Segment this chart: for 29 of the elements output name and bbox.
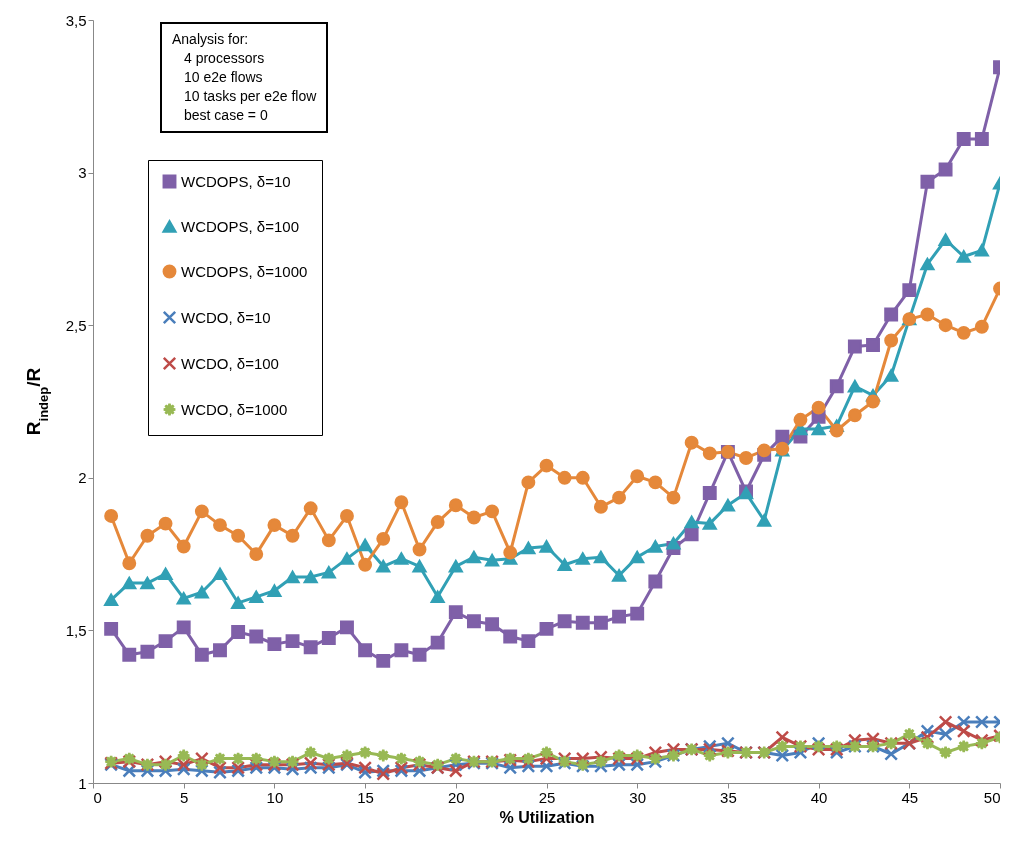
x-tick-label: 30: [629, 788, 647, 806]
x-axis-title: % Utilization: [499, 808, 595, 826]
y-tick-label: 2,5: [65, 316, 87, 334]
y-tick-label: 3: [78, 164, 87, 182]
annotation: 10 tasks per e2e flow: [183, 87, 317, 106]
y-tick-label: 1,5: [65, 621, 87, 639]
x-tick-label: 5: [180, 788, 189, 806]
x-tick-label: 25: [538, 788, 556, 806]
legend-label: WCDO, δ=10: [181, 308, 271, 326]
annotation: 10 e2e flows: [183, 68, 264, 87]
x-tick-label: 10: [266, 788, 284, 806]
x-tick-label: 45: [901, 788, 919, 806]
legend-label: WCDO, δ=100: [181, 354, 279, 372]
x-tick-label: 0: [93, 788, 102, 806]
legend-label: WCDOPS, δ=1000: [181, 262, 308, 280]
y-tick-label: 2: [78, 469, 87, 487]
x-tick-label: 40: [810, 788, 828, 806]
x-tick-label: 15: [357, 788, 374, 806]
x-tick-label: 50: [983, 788, 1001, 806]
legend-label: WCDO, δ=1000: [181, 400, 288, 418]
annotation: best case = 0: [183, 106, 269, 125]
annotation: Analysis for:: [172, 30, 250, 49]
legend-label: WCDOPS, δ=10: [181, 172, 291, 190]
y-tick-label: 1: [78, 774, 87, 792]
x-tick-label: 20: [447, 788, 465, 806]
x-tick-label: 35: [720, 788, 737, 806]
annotation: 4 processors: [183, 49, 266, 68]
y-tick-label: 3,5: [65, 11, 87, 29]
legend-label: WCDOPS, δ=100: [181, 217, 299, 235]
